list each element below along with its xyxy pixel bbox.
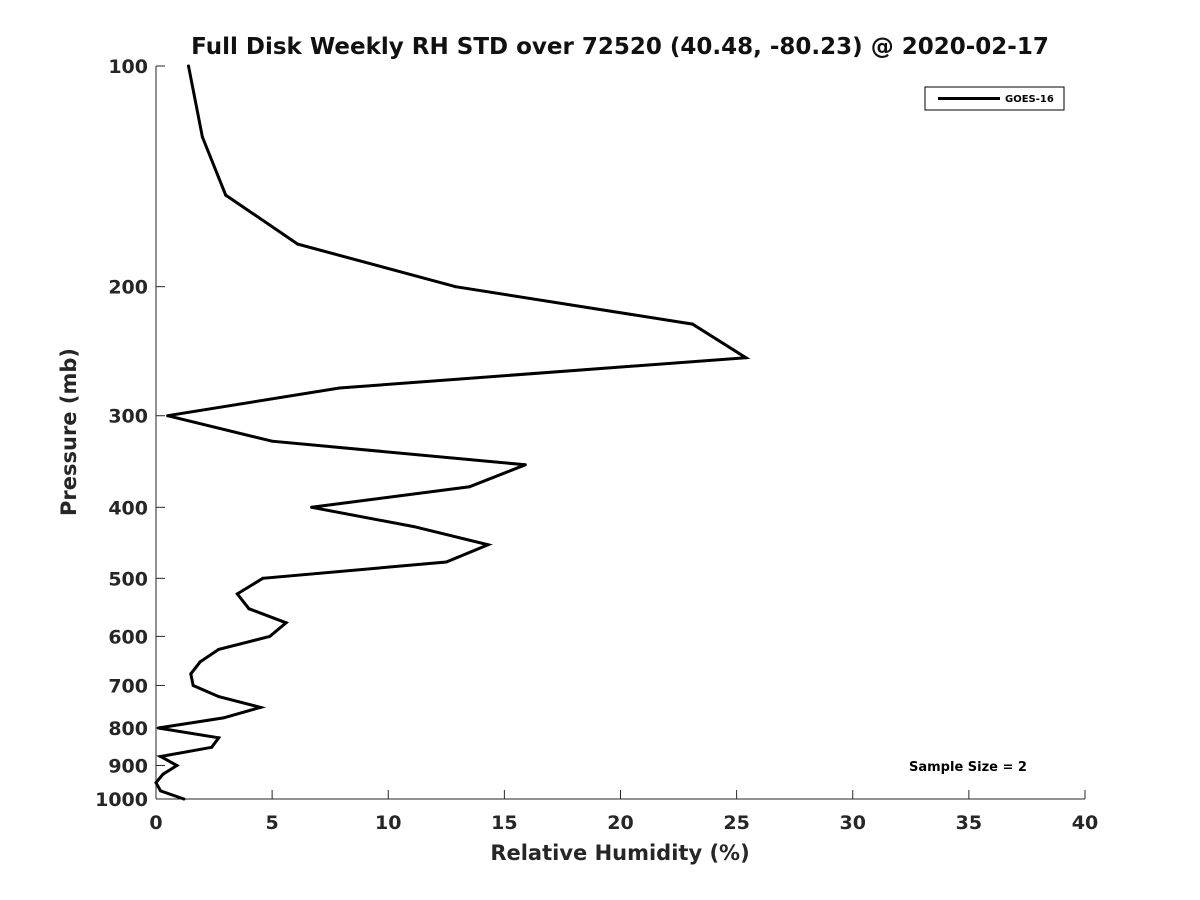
y-tick-label: 200 bbox=[108, 277, 148, 299]
data-point bbox=[217, 647, 221, 651]
x-tick-label: 15 bbox=[491, 812, 517, 834]
data-point bbox=[187, 64, 190, 68]
data-point bbox=[247, 607, 251, 611]
legend-entry-goes-16: GOES-16 bbox=[1005, 94, 1054, 105]
data-point bbox=[744, 356, 748, 360]
x-tick-label: 20 bbox=[607, 812, 633, 834]
data-point bbox=[217, 736, 221, 740]
x-tick-label: 25 bbox=[723, 812, 749, 834]
x-tick-label: 0 bbox=[149, 812, 162, 834]
data-point bbox=[221, 716, 225, 720]
data-point bbox=[444, 560, 448, 564]
data-point bbox=[338, 386, 341, 390]
data-point bbox=[310, 505, 314, 509]
y-tick-label: 800 bbox=[108, 718, 148, 740]
data-point bbox=[259, 705, 262, 709]
data-point bbox=[156, 726, 160, 730]
x-tick-label: 5 bbox=[266, 812, 279, 834]
data-point bbox=[159, 755, 163, 758]
y-tick-label: 700 bbox=[108, 675, 148, 697]
y-ticks: 100 200 300 400 500 600 700 800 900 1000 bbox=[95, 56, 165, 811]
data-point bbox=[412, 525, 416, 529]
y-tick-label: 1000 bbox=[95, 789, 148, 811]
data-point bbox=[523, 463, 527, 467]
data-point bbox=[454, 285, 458, 289]
y-tick-label: 600 bbox=[108, 626, 148, 648]
x-tick-label: 40 bbox=[1072, 812, 1098, 834]
y-tick-label: 500 bbox=[108, 568, 148, 590]
data-point bbox=[224, 193, 228, 197]
data-point bbox=[182, 797, 186, 801]
data-point bbox=[159, 789, 163, 793]
x-tick-label: 30 bbox=[840, 812, 866, 834]
data-point bbox=[691, 322, 694, 326]
x-axis-label: Relative Humidity (%) bbox=[490, 841, 749, 865]
chart-title: Full Disk Weekly RH STD over 72520 (40.4… bbox=[191, 34, 1049, 60]
data-point bbox=[161, 772, 165, 776]
y-axis-label: Pressure (mb) bbox=[57, 348, 81, 516]
data-point bbox=[166, 414, 170, 418]
data-point bbox=[284, 621, 288, 625]
y-tick-label: 400 bbox=[108, 497, 148, 519]
data-point bbox=[210, 745, 214, 749]
data-point bbox=[270, 439, 274, 443]
data-point bbox=[296, 242, 300, 246]
data-point bbox=[191, 684, 195, 687]
x-ticks: 0 5 10 15 20 25 30 35 40 bbox=[149, 790, 1098, 834]
data-point bbox=[154, 781, 158, 785]
y-tick-label: 100 bbox=[108, 56, 148, 78]
data-point bbox=[261, 576, 265, 580]
sample-size-annotation: Sample Size = 2 bbox=[909, 760, 1027, 775]
data-point bbox=[268, 634, 272, 638]
data-point bbox=[486, 543, 490, 547]
data-point bbox=[235, 592, 239, 596]
data-point bbox=[175, 764, 179, 767]
series-points bbox=[154, 64, 748, 801]
y-tick-label: 900 bbox=[108, 755, 148, 777]
data-point bbox=[198, 660, 202, 664]
data-point bbox=[468, 485, 471, 489]
x-tick-label: 10 bbox=[375, 812, 401, 834]
data-point bbox=[200, 135, 204, 139]
x-tick-label: 35 bbox=[956, 812, 982, 834]
y-tick-label: 300 bbox=[108, 406, 148, 428]
data-point bbox=[189, 672, 193, 676]
data-point bbox=[217, 695, 221, 699]
legend: GOES-16 bbox=[924, 86, 1065, 111]
